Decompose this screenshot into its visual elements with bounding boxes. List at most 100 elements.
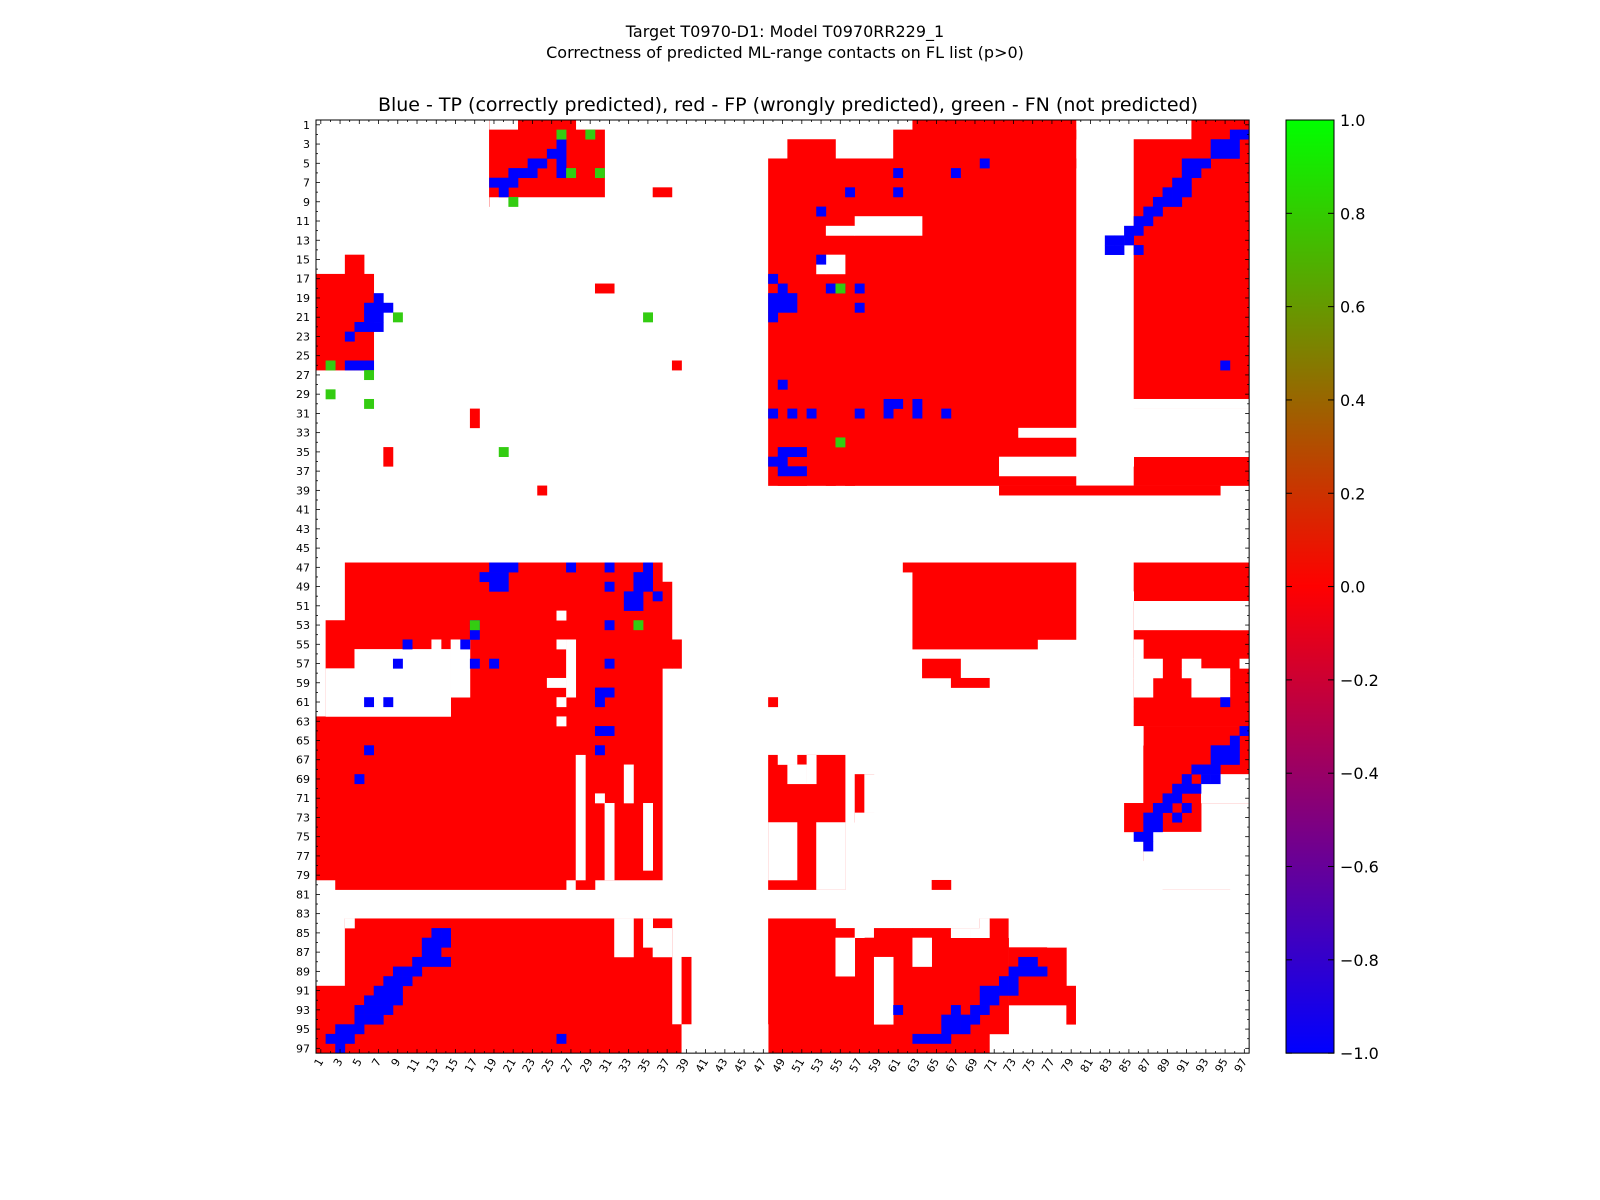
fp-region (854, 937, 875, 1054)
tp-cell (768, 273, 779, 284)
tp-cell (354, 360, 365, 371)
tp-cell (594, 687, 605, 698)
tp-cell (537, 158, 548, 169)
tp-cell (1239, 726, 1250, 736)
x-tick-label: 67 (943, 1056, 961, 1075)
tp-cell (777, 293, 788, 304)
tp-cell (1008, 966, 1019, 977)
x-tick-label: 45 (731, 1056, 749, 1075)
tp-cell (633, 572, 644, 583)
empty-region (556, 697, 567, 708)
x-tick-label: 1 (312, 1056, 327, 1069)
tp-cell (1172, 793, 1183, 804)
x-tick-label: 83 (1097, 1056, 1115, 1075)
y-tick-label: 61 (296, 696, 310, 709)
tp-cell (1143, 841, 1154, 852)
tp-cell (854, 283, 865, 294)
chart-title: Target T0970-D1: Model T0970RR229_1 (625, 22, 944, 42)
y-tick-label: 23 (296, 330, 310, 343)
fp-region (912, 562, 1077, 640)
fp-region (662, 1024, 682, 1054)
tp-cell (1162, 187, 1173, 198)
tp-cell (479, 572, 490, 583)
tp-cell (787, 447, 798, 457)
tp-cell (498, 187, 509, 198)
fp-region (768, 918, 836, 1054)
y-tick-label: 95 (296, 1023, 310, 1036)
tp-cell (364, 322, 375, 332)
fp-region (681, 956, 692, 1025)
tp-cell (941, 408, 952, 419)
tp-cell (797, 466, 807, 477)
fn-cell (325, 389, 336, 400)
y-tick-label: 43 (296, 523, 310, 536)
y-tick-label: 69 (296, 773, 310, 786)
x-tick-label: 55 (828, 1056, 846, 1075)
tp-cell (1162, 803, 1173, 813)
empty-region (575, 754, 586, 881)
fn-cell (508, 196, 519, 207)
tp-cell (604, 620, 615, 631)
tp-cell (498, 581, 509, 592)
fp-region (594, 283, 615, 294)
tp-cell (354, 1024, 365, 1035)
tp-cell (1172, 196, 1183, 207)
tp-cell (623, 591, 634, 602)
y-tick-label: 89 (296, 965, 310, 978)
x-tick-label: 89 (1155, 1056, 1173, 1075)
x-tick-label: 97 (1232, 1056, 1250, 1075)
tp-cell (1201, 158, 1211, 169)
tp-cell (498, 572, 509, 583)
tp-cell (777, 447, 788, 457)
y-tick-label: 81 (296, 888, 310, 901)
x-tick-label: 41 (693, 1056, 711, 1075)
tp-cell (912, 408, 923, 419)
tp-cell (652, 591, 663, 602)
tp-cell (412, 966, 423, 977)
tp-cell (1104, 245, 1115, 255)
tp-cell (383, 985, 394, 996)
empty-region (1047, 937, 1067, 948)
tp-cell (383, 1005, 394, 1015)
empty-region (623, 764, 634, 804)
tp-cell (1210, 745, 1221, 756)
tp-cell (460, 639, 471, 650)
empty-region (950, 928, 971, 938)
tp-cell (787, 302, 798, 313)
empty-region (1075, 937, 1125, 1054)
y-tick-label: 91 (296, 985, 310, 998)
y-tick-label: 53 (296, 619, 310, 632)
y-tick-label: 73 (296, 811, 310, 824)
empty-region (970, 928, 981, 938)
empty-region (566, 639, 577, 698)
tp-cell (383, 697, 394, 708)
empty-region (643, 803, 653, 871)
fp-region (469, 408, 480, 429)
x-tick-label: 9 (389, 1056, 404, 1069)
tp-cell (816, 254, 827, 265)
empty-region (431, 639, 442, 708)
tp-cell (1229, 745, 1240, 756)
tp-cell (373, 1014, 384, 1025)
tp-cell (768, 302, 779, 313)
tp-cell (1210, 764, 1221, 775)
y-tick-label: 97 (296, 1042, 310, 1055)
tp-cell (950, 1024, 961, 1035)
tp-cell (527, 168, 538, 179)
tp-cell (392, 976, 403, 987)
y-tick-label: 51 (296, 600, 310, 613)
x-tick-label: 91 (1174, 1056, 1192, 1075)
fp-region (662, 581, 673, 669)
x-tick-label: 79 (1059, 1056, 1077, 1075)
x-tick-label: 33 (616, 1056, 634, 1075)
tp-cell (489, 581, 500, 592)
colorbar: 1.0 0.8 0.6 0.4 0.2 0.0 −0.2 −0.4 −0.6 −0.8 −1.0 (1285, 111, 1379, 1063)
y-tick-label: 37 (296, 465, 310, 478)
tp-cell (797, 447, 807, 457)
tp-cell (431, 956, 442, 967)
tp-cell (421, 947, 432, 958)
tp-cell (777, 456, 788, 467)
fn-cell (364, 398, 375, 409)
tp-cell (1191, 158, 1202, 169)
tp-cell (335, 1033, 346, 1044)
